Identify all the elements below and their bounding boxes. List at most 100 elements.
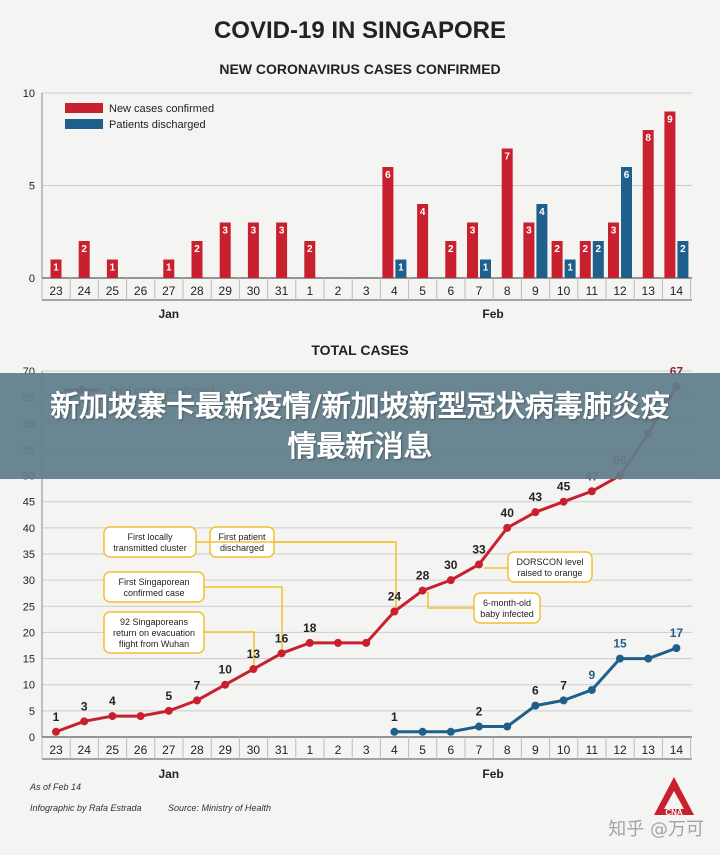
- total-cases-point: [164, 706, 173, 715]
- bar-x-tick-label: 3: [363, 284, 370, 298]
- bar-x-tick-label: 25: [106, 284, 120, 298]
- annotation-text-line: raised to orange: [517, 568, 582, 578]
- total-cases-data-label: 28: [416, 569, 430, 583]
- headline-banner: 新加坡寨卡最新疫情/新加坡新型冠状病毒肺炎疫情最新消息: [0, 373, 720, 479]
- total-cases-data-label: 3: [81, 699, 88, 713]
- total-cases-data-label: 33: [472, 542, 486, 556]
- total-cases-point: [531, 508, 540, 517]
- new-cases-bar: [445, 241, 457, 278]
- annotation-callout: DORSCON level raised to orange: [507, 551, 593, 583]
- bar-data-label: 7: [504, 152, 510, 163]
- annotation-connector: [204, 586, 283, 650]
- bar-data-label: 3: [526, 226, 532, 237]
- line-month-label: Feb: [482, 767, 503, 781]
- discharged-point: [616, 654, 624, 663]
- bar-legend-swatch: [65, 103, 103, 113]
- discharged-data-label: 7: [560, 678, 567, 692]
- line-y-tick-label: 45: [23, 497, 35, 509]
- discharged-bar: [564, 259, 576, 278]
- annotation-text-line: flight from Wuhan: [119, 639, 189, 649]
- as-of-note: As of Feb 14: [30, 782, 82, 792]
- bar-x-tick-label: 23: [49, 284, 63, 298]
- discharged-bar: [677, 241, 689, 278]
- annotation-text: 6-month-old baby infected: [480, 598, 534, 619]
- total-cases-point: [136, 712, 145, 721]
- line-y-tick-label: 15: [23, 654, 35, 666]
- total-cases-point: [80, 717, 89, 726]
- new-cases-bar: [664, 111, 676, 278]
- line-x-tick-label: 23: [49, 743, 63, 757]
- new-cases-bar: [642, 130, 654, 278]
- discharged-point: [672, 644, 681, 653]
- line-y-tick-label: 30: [23, 575, 35, 587]
- new-cases-bar: [579, 241, 591, 278]
- new-cases-bar: [501, 148, 513, 278]
- new-cases-bar: [106, 259, 118, 278]
- total-cases-point: [108, 712, 117, 721]
- bar-x-tick-label: 12: [613, 284, 627, 298]
- bar-x-tick-label: 8: [504, 284, 511, 298]
- bar-month-label: Jan: [158, 307, 179, 321]
- new-cases-bar: [382, 167, 394, 278]
- bar-data-label: 2: [596, 244, 602, 255]
- bar-x-tick-label: 30: [247, 284, 261, 298]
- total-cases-point: [249, 665, 258, 674]
- infographic-credit: Infographic by Rafa Estrada: [30, 803, 142, 813]
- total-cases-data-label: 30: [444, 558, 458, 572]
- bar-data-label: 3: [470, 226, 476, 237]
- cna-logo: CNA: [654, 777, 694, 817]
- line-x-tick-label: 1: [306, 743, 313, 757]
- total-cases-point: [418, 586, 427, 595]
- new-cases-bar: [50, 259, 62, 278]
- discharged-point: [418, 727, 427, 736]
- bar-x-tick-label: 1: [306, 284, 313, 298]
- total-cases-point: [390, 607, 399, 616]
- line-x-tick-label: 13: [642, 743, 656, 757]
- total-cases-data-label: 10: [219, 663, 233, 677]
- bar-data-label: 9: [667, 115, 673, 126]
- total-cases-point: [277, 649, 286, 658]
- total-cases-point: [221, 680, 230, 689]
- data-source: Source: Ministry of Health: [168, 803, 272, 813]
- bar-x-tick-label: 13: [642, 284, 656, 298]
- line-y-tick-label: 20: [23, 627, 35, 639]
- bar-x-tick-label: 10: [557, 284, 571, 298]
- line-x-tick-label: 14: [670, 743, 684, 757]
- discharged-bar: [621, 167, 632, 278]
- line-x-tick-label: 24: [78, 743, 92, 757]
- new-cases-bar: [276, 222, 288, 278]
- line-x-tick-label: 6: [447, 743, 454, 757]
- bar-x-tick-label: 7: [476, 284, 483, 298]
- line-x-tick-label: 7: [476, 743, 483, 757]
- new-cases-bar: [467, 222, 478, 278]
- annotation-text: First locally transmitted cluster: [113, 532, 187, 553]
- line-x-tick-label: 4: [391, 743, 398, 757]
- annotation-text-line: First patient: [218, 532, 266, 542]
- total-cases-point: [475, 560, 483, 569]
- line-y-tick-label: 5: [29, 706, 35, 718]
- discharged-point: [390, 727, 399, 736]
- discharged-data-label: 15: [613, 637, 627, 651]
- bar-x-tick-label: 11: [586, 284, 599, 298]
- bar-month-label: Feb: [482, 307, 503, 321]
- bar-data-label: 3: [222, 226, 228, 237]
- annotation-box: [507, 551, 593, 583]
- bar-x-tick-label: 28: [190, 284, 204, 298]
- line-x-tick-label: 10: [557, 743, 571, 757]
- total-cases-data-label: 5: [165, 689, 172, 703]
- annotation-text: First Singaporean confirmed case: [118, 577, 189, 598]
- bar-x-tick-label: 6: [447, 284, 454, 298]
- bar-x-tick-label: 5: [419, 284, 426, 298]
- annotation-callout: 92 Singaporeans return on evacuation fligh…: [103, 611, 205, 654]
- discharged-bar: [536, 204, 548, 278]
- bar-data-label: 3: [279, 226, 285, 237]
- discharged-bar: [592, 241, 604, 278]
- bar-legend: New cases confirmed Patients discharged: [62, 98, 227, 134]
- discharged-point: [587, 685, 596, 694]
- bar-data-label: 2: [448, 244, 454, 255]
- annotation-text: 92 Singaporeans return on evacuation fligh…: [113, 617, 195, 649]
- annotation-callout: First Singaporean confirmed case: [103, 571, 205, 603]
- new-cases-bar: [608, 222, 619, 278]
- discharged-data-label: 9: [588, 668, 595, 682]
